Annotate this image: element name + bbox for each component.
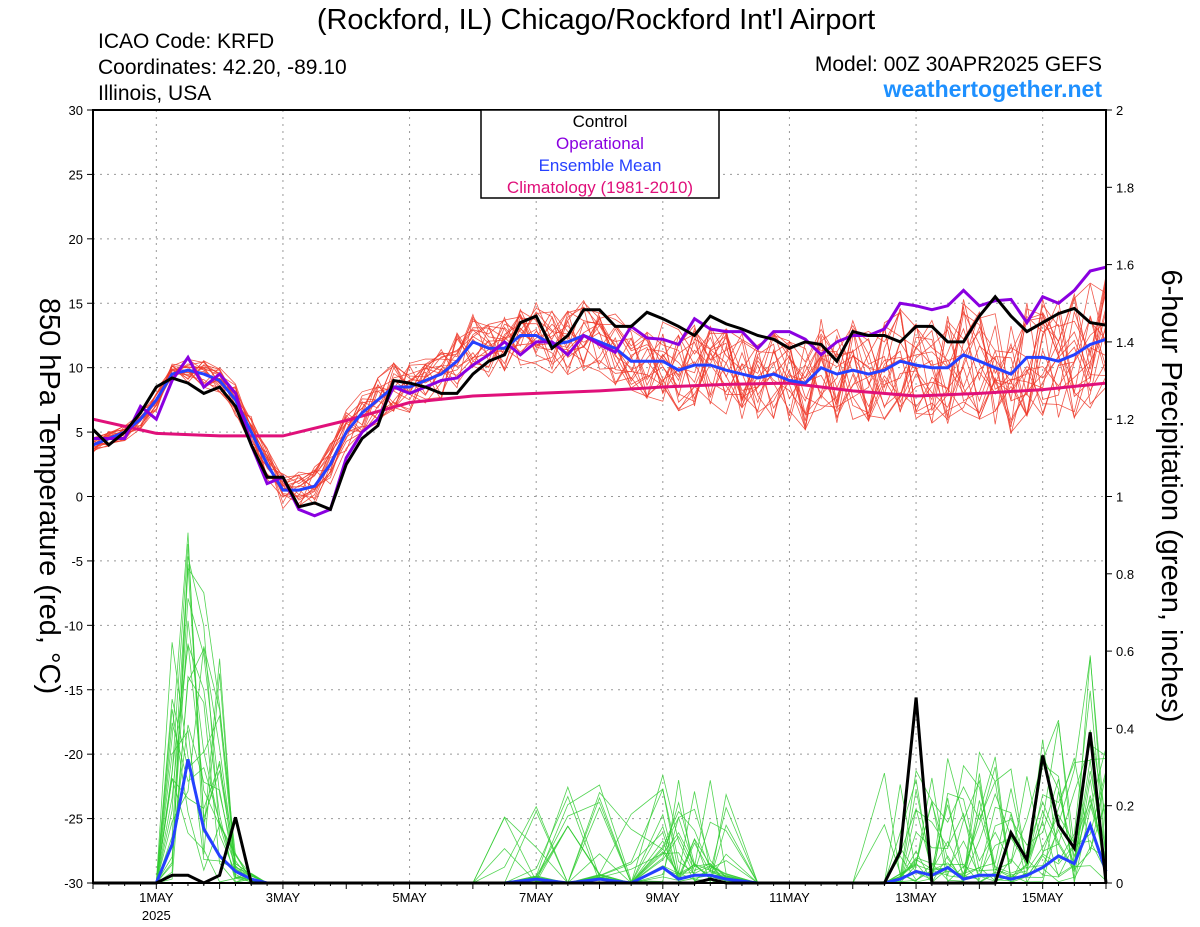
x-year-label: 2025 [142,908,171,923]
ensemble-members [92,275,1107,510]
temp-member-line [92,311,1107,499]
y2-tick-label: 1.8 [1116,180,1134,195]
x-tick-label: 1MAY [139,890,174,905]
model-run: Model: 00Z 30APR2025 GEFS [815,53,1102,76]
operational-line [93,265,1107,518]
x-tick-label: 7MAY [519,890,554,905]
y2-tick-label: 0 [1116,876,1123,891]
precip-member-line [93,771,1107,884]
precip-control-line [93,697,1108,885]
y-tick-label: -30 [64,876,83,891]
y2-tick-label: 1.6 [1116,258,1134,273]
temp-member-line [92,299,1107,491]
x-tick-label: 3MAY [266,890,301,905]
coordinates: Coordinates: 42.20, -89.10 [98,56,347,79]
legend-entry: Operational [556,134,644,153]
y-tick-label: 0 [76,490,83,505]
legend-entry: Ensemble Mean [539,156,662,175]
y-tick-label: 20 [69,232,83,247]
y-axis-right: 2 1.8 1.6 1.4 1.2 1 0.8 0.6 0.4 0.2 0 [1106,103,1134,891]
y-tick-label: 10 [69,361,83,376]
climatology-line [92,381,1107,438]
x-tick-label: 5MAY [392,890,427,905]
y-tick-label: 5 [76,425,83,440]
y2-tick-label: 0.8 [1116,567,1134,582]
y2-axis-label: 6-hour Precipitation (green, inches) [1155,270,1187,723]
gridlines [93,110,1106,883]
y2-tick-label: 0.6 [1116,644,1134,659]
y-axis-label: 850 hPa Temperature (red, °C) [33,298,65,694]
temp-member-line [92,310,1107,489]
icao-code: ICAO Code: KRFD [98,30,274,53]
chart-title: (Rockford, IL) Chicago/Rockford Int'l Ai… [317,4,875,36]
y-tick-label: -10 [64,618,83,633]
y2-tick-label: 1 [1116,490,1123,505]
x-tick-label: 9MAY [646,890,681,905]
y-tick-label: 15 [69,296,83,311]
y2-tick-label: 0.4 [1116,721,1134,736]
y2-tick-label: 0.2 [1116,799,1134,814]
plot-area [91,109,1108,885]
y-tick-label: 30 [69,103,83,118]
legend-entry: Climatology (1981-2010) [507,178,693,197]
y2-tick-label: 2 [1116,103,1123,118]
x-tick-label: 11MAY [769,890,810,905]
temp-member-line [92,297,1107,507]
series-lines [91,265,1108,885]
x-axis: 1MAY 3MAY 5MAY 7MAY 9MAY 11MAY 13MAY 15MAY 2025 [92,883,1107,923]
legend-entry: Control [573,112,628,131]
y-tick-label: -5 [71,554,83,569]
website-link[interactable]: weathertogether.net [882,76,1102,102]
y2-tick-label: 1.4 [1116,335,1134,350]
y-tick-label: 25 [69,167,83,182]
x-tick-label: 13MAY [895,890,937,905]
ensemble-mean-line [92,333,1107,492]
y-axis-left: 30 25 20 15 10 5 0 -5 -10 -15 -20 -25 -30 [64,103,93,891]
y-tick-label: -20 [64,747,83,762]
temp-member-line [92,282,1107,510]
temp-member-line [92,275,1107,485]
region: Illinois, USA [98,82,211,105]
y-tick-label: -25 [64,812,83,827]
x-tick-label: 15MAY [1022,890,1064,905]
y2-tick-label: 1.2 [1116,412,1134,427]
control-line [91,294,1107,512]
y-tick-label: -15 [64,683,83,698]
legend: Control Operational Ensemble Mean Climatolo… [480,109,720,199]
